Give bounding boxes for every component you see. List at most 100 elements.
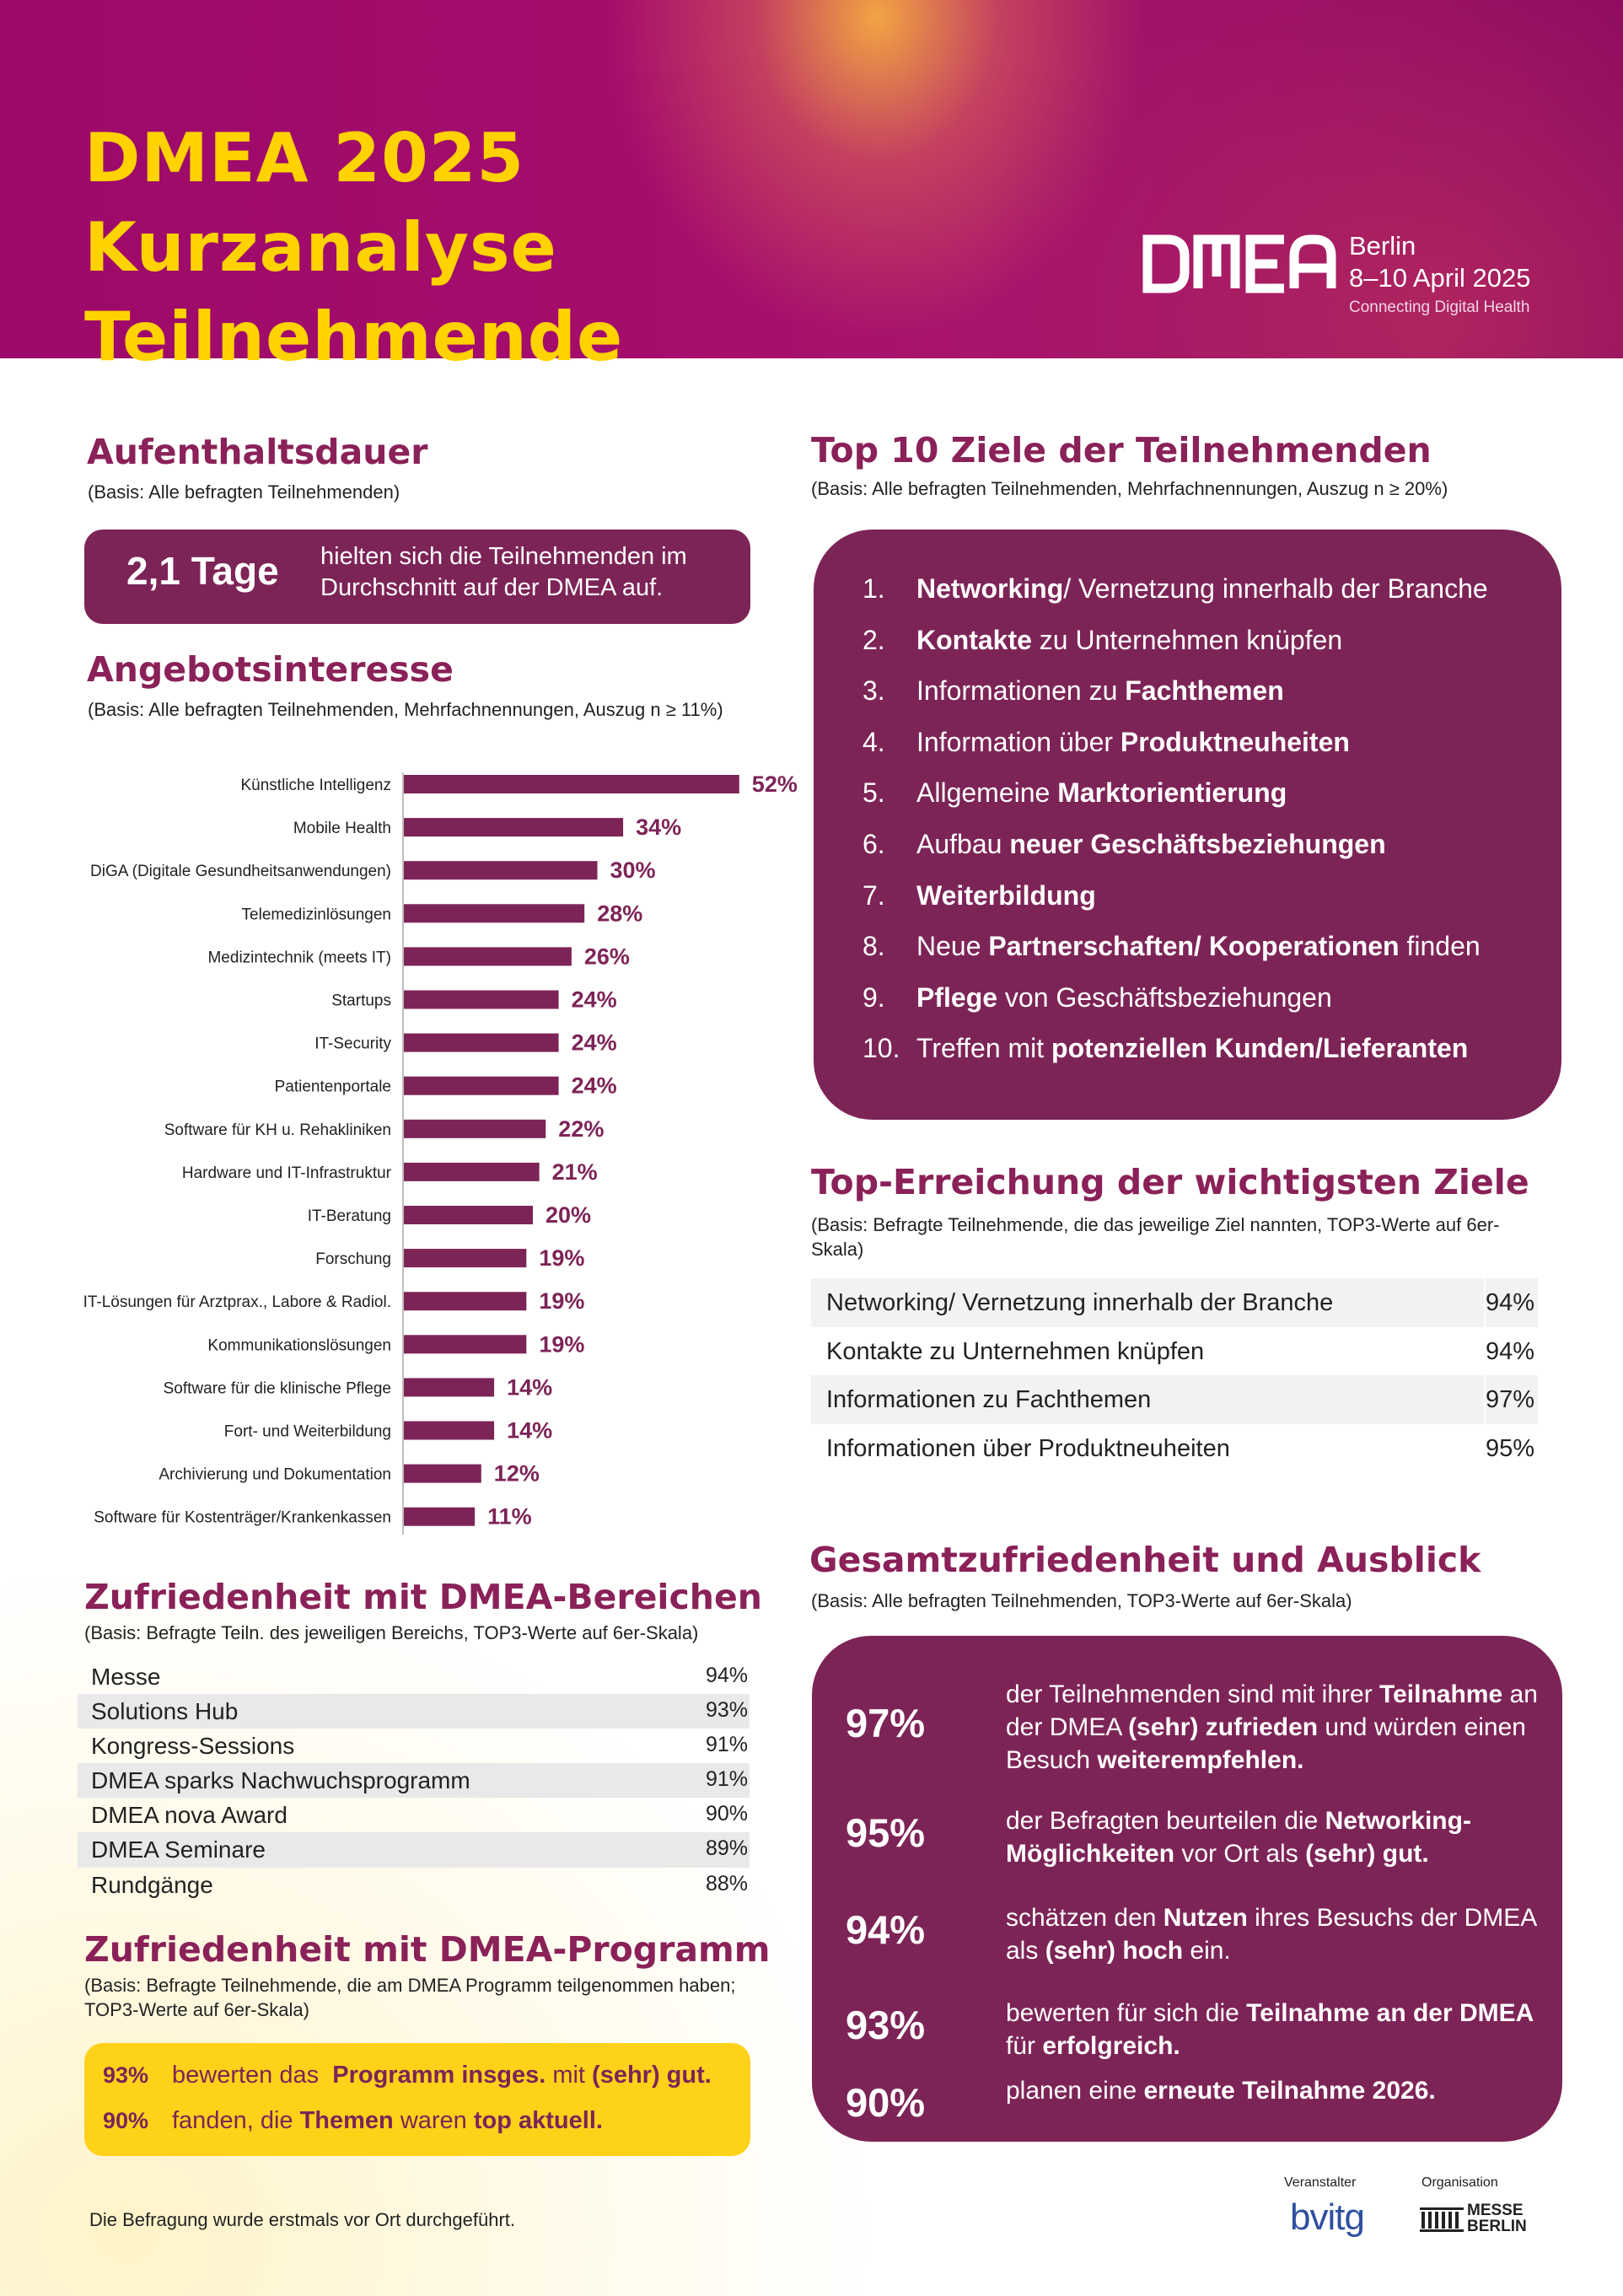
top10-item-bold: Produktneuheiten xyxy=(1120,726,1350,757)
bar xyxy=(404,904,585,923)
goals-row-label: Informationen zu Fachthemen xyxy=(826,1386,1152,1413)
program-row-2-bold: Themen xyxy=(299,2107,394,2134)
top10-item-pre: Aufbau xyxy=(916,828,1010,859)
program-row-2-mid: waren xyxy=(393,2107,474,2134)
bar xyxy=(404,1421,495,1440)
page-title: DMEA 2025 Kurzanalyse Teilnehmende xyxy=(84,114,1012,382)
bar-value-label: 26% xyxy=(584,944,630,969)
interest-basis: (Basis: Alle befragten Teilnehmenden, Me… xyxy=(88,699,723,720)
top10-item-number: 4. xyxy=(863,726,885,757)
bvitg-logo: bvitg xyxy=(1290,2197,1365,2239)
areas-row-value: 94% xyxy=(705,1664,748,1687)
areas-row-value: 90% xyxy=(705,1802,748,1826)
stay-basis: (Basis: Alle befragten Teilnehmenden) xyxy=(88,481,400,503)
program-row-1: 93% bewerten das Programm insges. mit (se… xyxy=(103,2062,712,2089)
bar-category-label: Kommunikationslösungen xyxy=(207,1336,391,1354)
program-box: 93% bewerten das Programm insges. mit (se… xyxy=(84,2043,750,2156)
program-row-1-bold2: (sehr) gut. xyxy=(592,2062,712,2089)
bar xyxy=(404,818,624,837)
goals-row-value: 95% xyxy=(1485,1434,1534,1462)
bar-category-label: Forschung xyxy=(315,1250,391,1268)
footnote: Die Befragung wurde erstmals vor Ort dur… xyxy=(89,2209,516,2230)
top10-item-number: 5. xyxy=(863,777,885,809)
bar-value-label: 24% xyxy=(572,987,617,1013)
goals-row-divider xyxy=(1484,1326,1486,1375)
bar-value-label: 52% xyxy=(752,772,798,797)
top10-item-bold: Weiterbildung xyxy=(916,879,1096,911)
areas-row-value: 93% xyxy=(705,1698,748,1723)
overall-item-text: der Befragten beurteilen die Networking-… xyxy=(1006,1807,1471,1868)
areas-row-value: 89% xyxy=(705,1836,748,1861)
program-row-2-pre: fanden, die xyxy=(172,2107,300,2134)
areas-row-label: DMEA sparks Nachwuchsprogramm xyxy=(91,1767,470,1794)
bar-value-label: 24% xyxy=(572,1030,617,1056)
areas-row: Rundgänge 88% xyxy=(78,1868,750,1902)
goals-row-value: 94% xyxy=(1485,1337,1534,1365)
logo-city: Berlin xyxy=(1349,231,1416,261)
overall-heading: Gesamtzufriedenheit und Ausblick xyxy=(809,1540,1481,1580)
stay-box: 2,1 Tage hielten sich die Teilnehmenden … xyxy=(84,530,750,624)
bar-category-label: Archivierung und Dokumentation xyxy=(159,1466,391,1484)
goals-row: Networking/ Vernetzung innerhalb der Bra… xyxy=(811,1278,1538,1327)
bar-value-label: 20% xyxy=(545,1202,591,1228)
areas-row: Messe 94% xyxy=(78,1659,750,1694)
top10-item: 1. Networking/ Vernetzung innerhalb der B… xyxy=(863,572,1488,623)
stay-text: hielten sich die Teilnehmenden im Durchs… xyxy=(320,543,687,601)
top10-item-bold: Kontakte xyxy=(916,624,1032,655)
messe-word: MESSE xyxy=(1467,2202,1524,2219)
overall-item-pct: 90% xyxy=(846,2080,926,2125)
bar xyxy=(404,1033,559,1052)
top10-item: 7. Weiterbildung xyxy=(863,879,1488,930)
overall-item-pct: 97% xyxy=(846,1701,926,1745)
top10-item-post: / Vernetzung innerhalb der Branche xyxy=(1063,573,1488,604)
bar-value-label: 30% xyxy=(610,858,656,883)
bvitg-logo-text: bvitg xyxy=(1290,2197,1365,2238)
berlin-word: BERLIN xyxy=(1467,2218,1527,2235)
bar-category-label: Fort- und Weiterbildung xyxy=(224,1423,391,1441)
program-row-1-pre: bewerten das xyxy=(172,2062,333,2089)
areas-row: Kongress-Sessions 91% xyxy=(78,1729,750,1763)
goals-row-label: Kontakte zu Unternehmen knüpfen xyxy=(826,1337,1205,1365)
overall-item-text: schätzen den Nutzen ihres Besuchs der DM… xyxy=(1006,1904,1536,1965)
top10-heading: Top 10 Ziele der Teilnehmenden xyxy=(811,430,1432,470)
top10-item-pre: Information über xyxy=(916,726,1121,757)
bar-category-label: Software für die klinische Pflege xyxy=(164,1379,391,1397)
overall-box: 97% der Teilnehmenden sind mit ihrer Teil… xyxy=(812,1636,1562,2142)
overall-basis: (Basis: Alle befragten Teilnehmenden, TO… xyxy=(811,1590,1352,1611)
top10-item-bold: Fachthemen xyxy=(1125,675,1284,707)
bar-category-label: Patientenportale xyxy=(275,1078,391,1096)
areas-row-value: 91% xyxy=(705,1767,748,1792)
top10-item-post: finden xyxy=(1399,931,1481,962)
areas-table: Messe 94% Solutions Hub 93% Kongress-Session… xyxy=(78,1659,750,1902)
bar-value-label: 22% xyxy=(558,1116,604,1142)
goals-basis: (Basis: Befragte Teilnehmende, die das j… xyxy=(811,1214,1500,1260)
bar-value-label: 11% xyxy=(487,1504,532,1530)
bar xyxy=(404,775,739,793)
top10-item-pre: Allgemeine xyxy=(916,777,1058,809)
top10-item: 10. Treffen mit potenziellen Kunden/Liefe… xyxy=(863,1031,1488,1083)
top10-item: 8. Neue Partnerschaften/ Kooperationen fi… xyxy=(863,929,1488,981)
areas-row-label: DMEA nova Award xyxy=(91,1802,288,1829)
program-heading: Zufriedenheit mit DMEA-Programm xyxy=(84,1929,771,1970)
top10-item-bold: Networking xyxy=(916,573,1064,604)
program-row-2: 90% fanden, die Themen waren top aktuell. xyxy=(103,2107,603,2135)
top10-item-bold: Marktorientierung xyxy=(1057,777,1287,809)
overall-item-pct: 93% xyxy=(846,2003,926,2047)
bar xyxy=(404,1378,495,1397)
top10-item: 6. Aufbau neuer Geschäftsbeziehungen xyxy=(863,827,1488,879)
bar xyxy=(404,1464,481,1483)
top10-item-number: 10. xyxy=(863,1033,900,1064)
bar xyxy=(404,1206,533,1224)
top10-box: 1. Networking/ Vernetzung innerhalb der B… xyxy=(814,530,1561,1120)
organizer-label: Veranstalter xyxy=(1284,2175,1357,2190)
top10-item-pre: Neue xyxy=(916,931,989,962)
top10-item-number: 8. xyxy=(863,931,885,962)
areas-row: DMEA nova Award 90% xyxy=(78,1798,750,1832)
areas-heading: Zufriedenheit mit DMEA-Bereichen xyxy=(84,1577,762,1617)
goals-row-label: Networking/ Vernetzung innerhalb der Bra… xyxy=(826,1289,1334,1316)
top10-item-bold: Partnerschaften/ Kooperationen xyxy=(988,931,1400,962)
areas-row-label: Solutions Hub xyxy=(91,1698,239,1725)
top10-item-bold: neuer Geschäftsbeziehungen xyxy=(1009,828,1386,859)
bar xyxy=(404,947,572,966)
top10-item-number: 6. xyxy=(863,828,885,859)
